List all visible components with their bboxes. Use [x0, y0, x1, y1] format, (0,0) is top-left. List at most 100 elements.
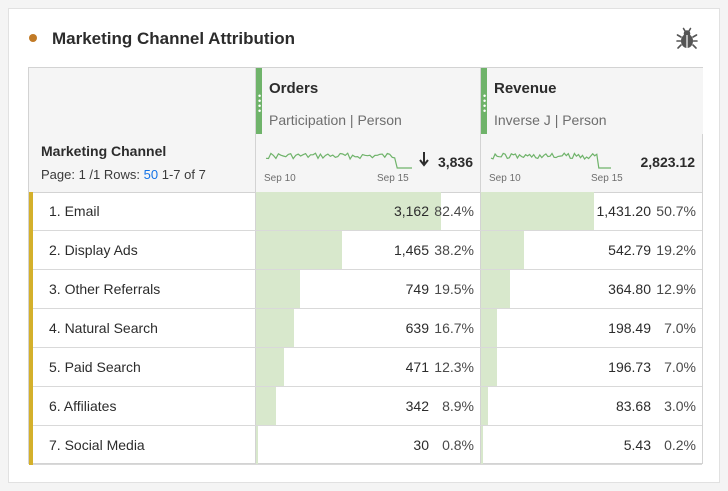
column-header-orders[interactable]: • • • • Orders Participation | Person	[255, 68, 481, 135]
revenue-value: 364.80	[608, 281, 651, 297]
metric-accent-bar	[256, 68, 262, 134]
rows-per-page-link[interactable]: 50	[143, 167, 159, 182]
revenue-value: 1,431.20	[596, 203, 652, 219]
orders-value: 749	[405, 281, 429, 297]
orders-bar	[256, 309, 294, 347]
pagination: Page: 1 /1 Rows: 50 1-7 of 7	[41, 167, 206, 182]
revenue-percent: 7.0%	[664, 320, 696, 336]
revenue-value: 198.49	[608, 320, 651, 336]
orders-bar	[256, 231, 342, 269]
orders-bar	[256, 426, 258, 464]
row-accent	[29, 270, 33, 309]
table-row[interactable]: 4. Natural Search 639 16.7% 198.49 7.0%	[29, 309, 702, 348]
orders-cell[interactable]: 471 12.3%	[255, 348, 481, 386]
row-accent	[29, 348, 33, 387]
table-row[interactable]: 6. Affiliates 342 8.9% 83.68 3.0%	[29, 387, 702, 426]
revenue-value: 542.79	[608, 242, 651, 258]
orders-cell[interactable]: 639 16.7%	[255, 309, 481, 347]
revenue-percent: 0.2%	[664, 437, 696, 453]
metric-name[interactable]: Revenue	[494, 80, 557, 97]
orders-bar	[256, 192, 441, 230]
revenue-value: 83.68	[615, 398, 651, 414]
table-row[interactable]: 5. Paid Search 471 12.3% 196.73 7.0%	[29, 348, 702, 387]
orders-summary-cell: Sep 10 Sep 15 3,836	[255, 134, 481, 192]
dimension-item[interactable]: 7. Social Media	[49, 437, 145, 453]
dimension-item[interactable]: 6. Affiliates	[49, 398, 117, 414]
orders-percent: 82.4%	[434, 203, 474, 219]
orders-cell[interactable]: 342 8.9%	[255, 387, 481, 425]
orders-cell[interactable]: 3,162 82.4%	[255, 192, 481, 230]
revenue-bar	[481, 387, 488, 425]
drag-handle-icon[interactable]: • • • •	[483, 91, 487, 116]
revenue-bar	[481, 192, 594, 230]
dimension-item[interactable]: 2. Display Ads	[49, 242, 138, 258]
revenue-cell[interactable]: 198.49 7.0%	[480, 309, 703, 347]
row-accent	[29, 387, 33, 426]
dimension-item[interactable]: 4. Natural Search	[49, 320, 158, 336]
row-accent	[29, 231, 33, 270]
revenue-summary-cell: Sep 10 Sep 15 2,823.12	[480, 134, 703, 192]
revenue-cell[interactable]: 196.73 7.0%	[480, 348, 703, 386]
freeform-table: • • • • Orders Participation | Person • • • • …	[28, 67, 703, 465]
metric-name[interactable]: Orders	[269, 80, 319, 97]
revenue-bar	[481, 231, 524, 269]
metric-accent-bar	[481, 68, 487, 134]
revenue-value: 196.73	[608, 359, 651, 375]
arrow-down-icon[interactable]	[418, 151, 430, 167]
revenue-percent: 50.7%	[656, 203, 696, 219]
drag-handle-icon[interactable]: • • • •	[258, 91, 262, 116]
orders-cell[interactable]: 749 19.5%	[255, 270, 481, 308]
column-header-revenue[interactable]: • • • • Revenue Inverse J | Person	[480, 68, 703, 135]
revenue-cell[interactable]: 5.43 0.2%	[480, 426, 703, 464]
spark-end-label: Sep 15	[591, 173, 623, 184]
spark-start-label: Sep 10	[264, 173, 296, 184]
rows-label: Rows:	[103, 167, 141, 182]
dimension-item[interactable]: 5. Paid Search	[49, 359, 141, 375]
revenue-cell[interactable]: 83.68 3.0%	[480, 387, 703, 425]
orders-percent: 0.8%	[442, 437, 474, 453]
spark-end-label: Sep 15	[377, 173, 409, 184]
attribution-model[interactable]: Inverse J | Person	[494, 112, 607, 128]
row-accent	[29, 192, 33, 231]
table-row[interactable]: 3. Other Referrals 749 19.5% 364.80 12.9%	[29, 270, 702, 309]
orders-cell[interactable]: 30 0.8%	[255, 426, 481, 464]
dimension-item[interactable]: 3. Other Referrals	[49, 281, 161, 297]
orders-value: 30	[413, 437, 429, 453]
summary-row: Marketing Channel Page: 1 /1 Rows: 50 1-…	[29, 134, 702, 193]
revenue-cell[interactable]: 542.79 19.2%	[480, 231, 703, 269]
revenue-percent: 3.0%	[664, 398, 696, 414]
bug-icon[interactable]	[675, 27, 699, 51]
orders-bar	[256, 270, 300, 308]
orders-cell[interactable]: 1,465 38.2%	[255, 231, 481, 269]
revenue-total: 2,823.12	[640, 154, 696, 170]
revenue-sparkline	[490, 152, 611, 169]
panel-title: Marketing Channel Attribution	[52, 29, 296, 48]
revenue-percent: 7.0%	[664, 359, 696, 375]
orders-bar	[256, 387, 276, 425]
dimension-header-blank	[29, 68, 255, 135]
revenue-bar	[481, 309, 497, 347]
row-accent	[29, 309, 33, 348]
page-label: Page: 1 /1	[41, 167, 101, 182]
orders-percent: 16.7%	[434, 320, 474, 336]
revenue-value: 5.43	[623, 437, 651, 453]
revenue-bar	[481, 348, 497, 386]
attribution-panel: Marketing Channel Attribution • • • • Order…	[8, 8, 720, 483]
orders-total: 3,836	[437, 154, 473, 170]
orders-bar	[256, 348, 284, 386]
panel-header: Marketing Channel Attribution	[9, 9, 719, 67]
orders-value: 1,465	[393, 242, 429, 258]
spark-start-label: Sep 10	[489, 173, 521, 184]
table-row[interactable]: 7. Social Media 30 0.8% 5.43 0.2%	[29, 426, 702, 465]
revenue-cell[interactable]: 364.80 12.9%	[480, 270, 703, 308]
dimension-item[interactable]: 1. Email	[49, 203, 100, 219]
revenue-percent: 19.2%	[656, 242, 696, 258]
revenue-cell[interactable]: 1,431.20 50.7%	[480, 192, 703, 230]
table-row[interactable]: 2. Display Ads 1,465 38.2% 542.79 19.2%	[29, 231, 702, 270]
orders-percent: 19.5%	[434, 281, 474, 297]
attribution-model[interactable]: Participation | Person	[269, 112, 402, 128]
orders-value: 471	[405, 359, 429, 375]
dimension-name[interactable]: Marketing Channel	[41, 143, 167, 159]
table-row[interactable]: 1. Email 3,162 82.4% 1,431.20 50.7%	[29, 192, 702, 231]
orders-percent: 8.9%	[442, 398, 474, 414]
